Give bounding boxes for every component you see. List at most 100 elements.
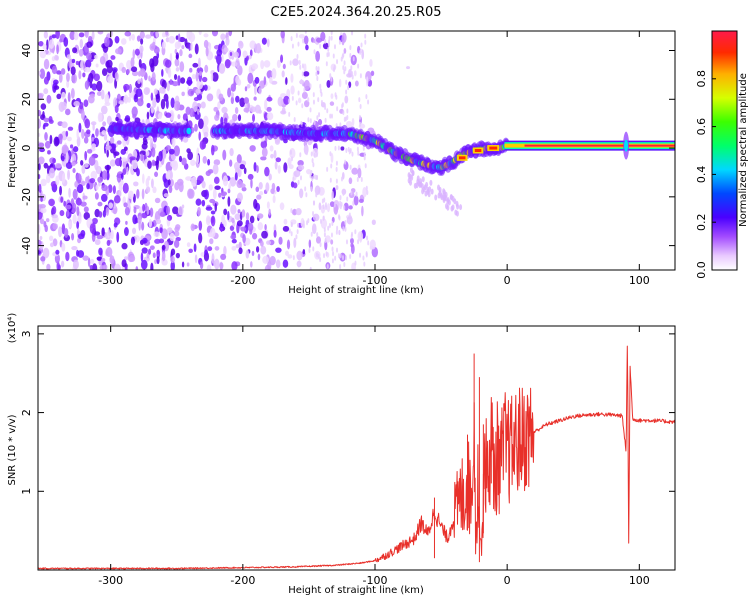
heat-cell [146, 205, 150, 216]
heat-cell [297, 208, 300, 214]
heat-cell [179, 49, 183, 57]
colorbar-tick-label: 0.8 [695, 70, 708, 88]
heat-cell [309, 83, 312, 89]
heat-cell [357, 150, 360, 156]
heat-cell [365, 185, 368, 191]
heat-cell [369, 58, 373, 67]
heat-cell [133, 181, 139, 187]
heat-cell [280, 54, 284, 64]
heat-cell [330, 35, 333, 41]
heat-cell [251, 250, 255, 257]
heat-cell [210, 144, 215, 156]
heat-cell [266, 112, 274, 121]
heat-cell [189, 107, 194, 118]
heat-cell [203, 39, 209, 49]
heat-cell [240, 226, 247, 232]
colorbar-ticks: 0.0 0.2 0.4 0.6 0.8 [695, 70, 716, 279]
heat-cell [285, 250, 289, 256]
heat-cell [309, 266, 312, 270]
heat-cell [309, 107, 312, 113]
heat-cell [356, 146, 359, 152]
heat-cell [237, 168, 242, 178]
heat-cell [326, 80, 331, 88]
heat-cell [197, 57, 201, 69]
heat-cell [186, 262, 190, 267]
heat-cell [266, 96, 273, 102]
heat-cell [348, 68, 353, 78]
heat-cell [367, 99, 370, 105]
heat-cell [178, 155, 183, 163]
heat-cell [335, 160, 338, 166]
heat-cell [247, 102, 250, 110]
heat-cell [275, 247, 282, 253]
heat-cell [279, 202, 285, 211]
heat-cell [207, 158, 211, 166]
heat-cell [118, 190, 122, 198]
heat-cell [216, 49, 223, 57]
heat-cell [76, 221, 80, 229]
heat-cell [141, 173, 145, 184]
heat-cell [46, 263, 51, 270]
heat-cell [262, 255, 269, 264]
heat-cell [53, 85, 60, 90]
heat-cell [273, 229, 277, 238]
heat-cell [56, 93, 62, 100]
heat-cell [310, 169, 313, 175]
heat-cell [88, 35, 93, 42]
heat-cell [112, 185, 116, 195]
heat-cell [411, 170, 415, 177]
heat-cell [276, 59, 281, 69]
heat-cell [149, 207, 154, 218]
heat-cell [346, 108, 349, 114]
heat-cell [329, 101, 335, 106]
heat-cell [174, 226, 180, 232]
heat-cell [348, 212, 351, 218]
heat-cell [229, 177, 237, 187]
heat-cell [231, 217, 235, 224]
heat-cell [353, 70, 357, 77]
heat-cell [127, 190, 134, 200]
heat-cell [114, 35, 120, 44]
heat-cell [302, 249, 306, 255]
heat-cell [345, 255, 348, 261]
heat-cell [173, 145, 180, 157]
heat-cell [450, 205, 454, 212]
heat-cell [46, 94, 52, 104]
heat-cell [369, 239, 376, 250]
heat-cell [71, 161, 76, 167]
heat-cell [152, 252, 156, 259]
heat-cell [249, 145, 256, 152]
heat-cell [68, 187, 71, 198]
heat-cell [223, 208, 228, 216]
colorbar-gradient [711, 30, 738, 271]
heat-cell [174, 230, 180, 237]
heat-cell [75, 197, 82, 206]
heat-cell [238, 41, 244, 49]
heat-cell [146, 111, 150, 120]
heat-cell [84, 163, 89, 168]
heat-cell [166, 214, 173, 221]
heat-cell [97, 201, 103, 207]
heat-cell [49, 242, 54, 248]
heat-cell [185, 176, 192, 181]
heat-cell [42, 247, 50, 259]
heat-cell [303, 79, 310, 91]
heat-cell [361, 205, 364, 217]
heat-cell [214, 185, 221, 190]
heat-cell [407, 172, 411, 179]
heat-cell [86, 129, 91, 135]
ridge-cell [186, 127, 192, 135]
heat-cell [220, 33, 226, 41]
snr-panel: -300 -200 -100 0 100 1 2 3 Height of straight l… [7, 313, 676, 596]
heat-cell [293, 116, 296, 122]
heat-cell [286, 239, 291, 250]
heat-cell [71, 58, 76, 64]
heat-cell [238, 241, 242, 250]
heat-cell [325, 61, 328, 67]
heat-cell [290, 73, 294, 83]
heat-cell [330, 93, 334, 99]
heat-cell [115, 116, 119, 122]
heat-cell [323, 197, 326, 203]
heat-cell [152, 186, 157, 194]
heat-cell [335, 185, 339, 191]
